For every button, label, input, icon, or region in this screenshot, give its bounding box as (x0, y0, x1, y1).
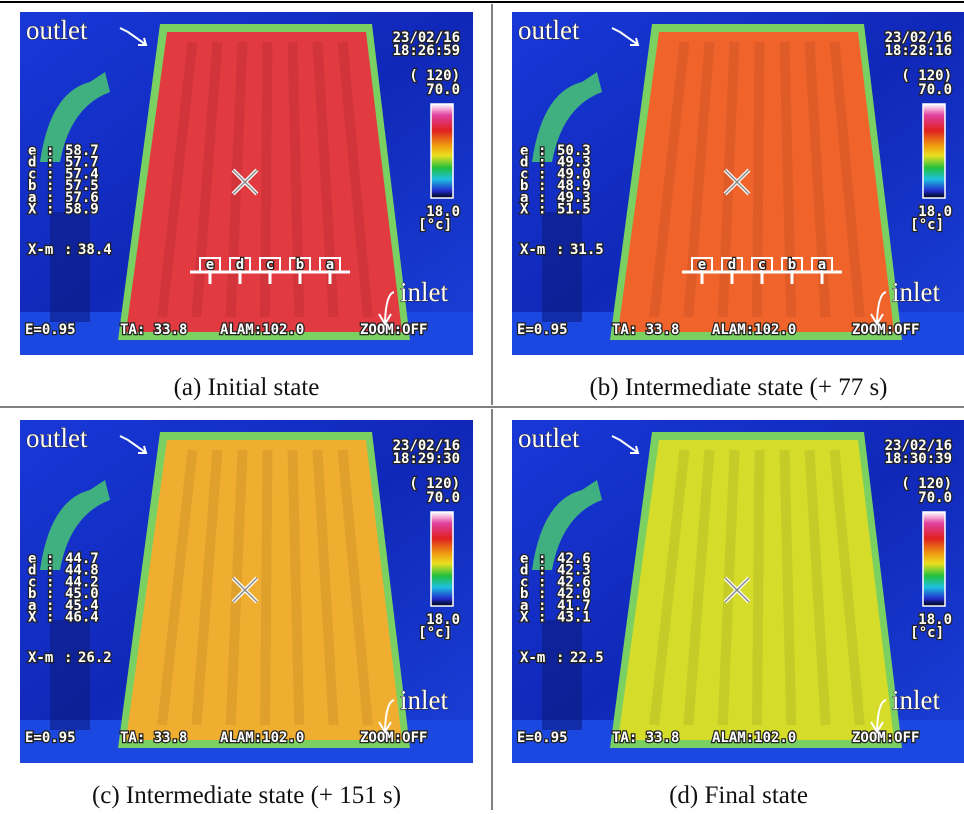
marker-label: d (236, 257, 244, 273)
unit: [°c] (418, 625, 452, 641)
separator: : (64, 242, 72, 258)
figure: 23/02/1618:26:59( 120)70.018.0[°c]e:58.7… (0, 0, 964, 814)
channel (785, 450, 792, 725)
caption: (a) Initial state (174, 374, 320, 401)
status: E=0.95 (517, 322, 568, 338)
status: ALAM:102.0 (712, 322, 796, 338)
marker-label: a (818, 257, 826, 273)
channel (757, 42, 760, 317)
marker-label: b (788, 257, 796, 273)
marker-label: a (326, 257, 334, 273)
channel (757, 450, 760, 725)
status: ZOOM:OFF (852, 322, 919, 338)
status: E=0.95 (25, 322, 76, 338)
stand (542, 620, 582, 730)
reading-label: X (520, 610, 529, 626)
status: TA: 33.8 (120, 322, 187, 338)
inlet-label: inlet (892, 685, 940, 715)
thermal-image: 23/02/1618:30:39( 120)70.018.0[°c]e:42.6… (512, 420, 964, 763)
xm-label: X-m (28, 650, 53, 666)
stand (542, 212, 582, 322)
caption: (b) Intermediate state (+ 77 s) (589, 374, 887, 401)
reading-value: 46.4 (65, 610, 99, 626)
xm-value: 22.5 (570, 650, 604, 666)
channel (265, 450, 268, 725)
max-value: 70.0 (426, 82, 460, 98)
channel (265, 42, 268, 317)
scale-bar (923, 512, 945, 606)
caption: (d) Final state (669, 782, 808, 809)
reading-value: 43.1 (557, 610, 591, 626)
xm-value: 31.5 (570, 242, 604, 258)
status: ALAM:102.0 (712, 730, 796, 746)
status: E=0.95 (517, 730, 568, 746)
status: ZOOM:OFF (852, 730, 919, 746)
caption: (c) Intermediate state (+ 151 s) (92, 782, 401, 809)
xm-value: 26.2 (78, 650, 112, 666)
panel: 23/02/1618:28:16( 120)70.018.0[°c]e:50.3… (512, 12, 964, 401)
status: ZOOM:OFF (360, 730, 427, 746)
time: 18:30:39 (885, 451, 952, 467)
marker-label: e (206, 257, 214, 273)
channel (293, 42, 300, 317)
separator: : (538, 202, 546, 218)
xm-label: X-m (520, 650, 545, 666)
marker-label: c (266, 257, 274, 273)
separator: : (46, 610, 54, 626)
channel (293, 450, 300, 725)
time: 18:28:16 (885, 43, 952, 59)
marker-label: b (296, 257, 304, 273)
scale-bar (431, 104, 453, 198)
reading-label: X (28, 202, 37, 218)
unit: [°c] (418, 217, 452, 233)
channel (785, 42, 792, 317)
status: E=0.95 (25, 730, 76, 746)
inlet-label: inlet (400, 685, 448, 715)
status: TA: 33.8 (612, 730, 679, 746)
separator: : (46, 202, 54, 218)
xm-label: X-m (520, 242, 545, 258)
inlet-label: inlet (400, 277, 448, 307)
status: TA: 33.8 (120, 730, 187, 746)
max-value: 70.0 (426, 490, 460, 506)
unit: [°c] (910, 217, 944, 233)
outlet-label: outlet (518, 423, 580, 453)
unit: [°c] (910, 625, 944, 641)
inlet-label: inlet (892, 277, 940, 307)
separator: : (556, 650, 564, 666)
outlet-label: outlet (26, 15, 88, 45)
status: ZOOM:OFF (360, 322, 427, 338)
marker-label: e (698, 257, 706, 273)
stand (50, 620, 90, 730)
separator: : (556, 242, 564, 258)
status: ALAM:102.0 (220, 730, 304, 746)
status: ALAM:102.0 (220, 322, 304, 338)
max-value: 70.0 (918, 490, 952, 506)
max-value: 70.0 (918, 82, 952, 98)
marker-label: c (758, 257, 766, 273)
reading-label: X (520, 202, 529, 218)
outlet-label: outlet (518, 15, 580, 45)
reading-label: X (28, 610, 37, 626)
scale-bar (923, 104, 945, 198)
xm-label: X-m (28, 242, 53, 258)
reading-value: 51.5 (557, 202, 591, 218)
stand (50, 212, 90, 322)
status: TA: 33.8 (612, 322, 679, 338)
panel: 23/02/1618:30:39( 120)70.018.0[°c]e:42.6… (512, 420, 964, 809)
outlet-label: outlet (26, 423, 88, 453)
separator: : (538, 610, 546, 626)
marker-label: d (728, 257, 736, 273)
thermal-image: 23/02/1618:29:30( 120)70.018.0[°c]e:44.7… (20, 420, 473, 763)
separator: : (64, 650, 72, 666)
time: 18:26:59 (393, 43, 460, 59)
reading-value: 58.9 (65, 202, 99, 218)
time: 18:29:30 (393, 451, 460, 467)
scale-bar (431, 512, 453, 606)
xm-value: 38.4 (78, 242, 112, 258)
